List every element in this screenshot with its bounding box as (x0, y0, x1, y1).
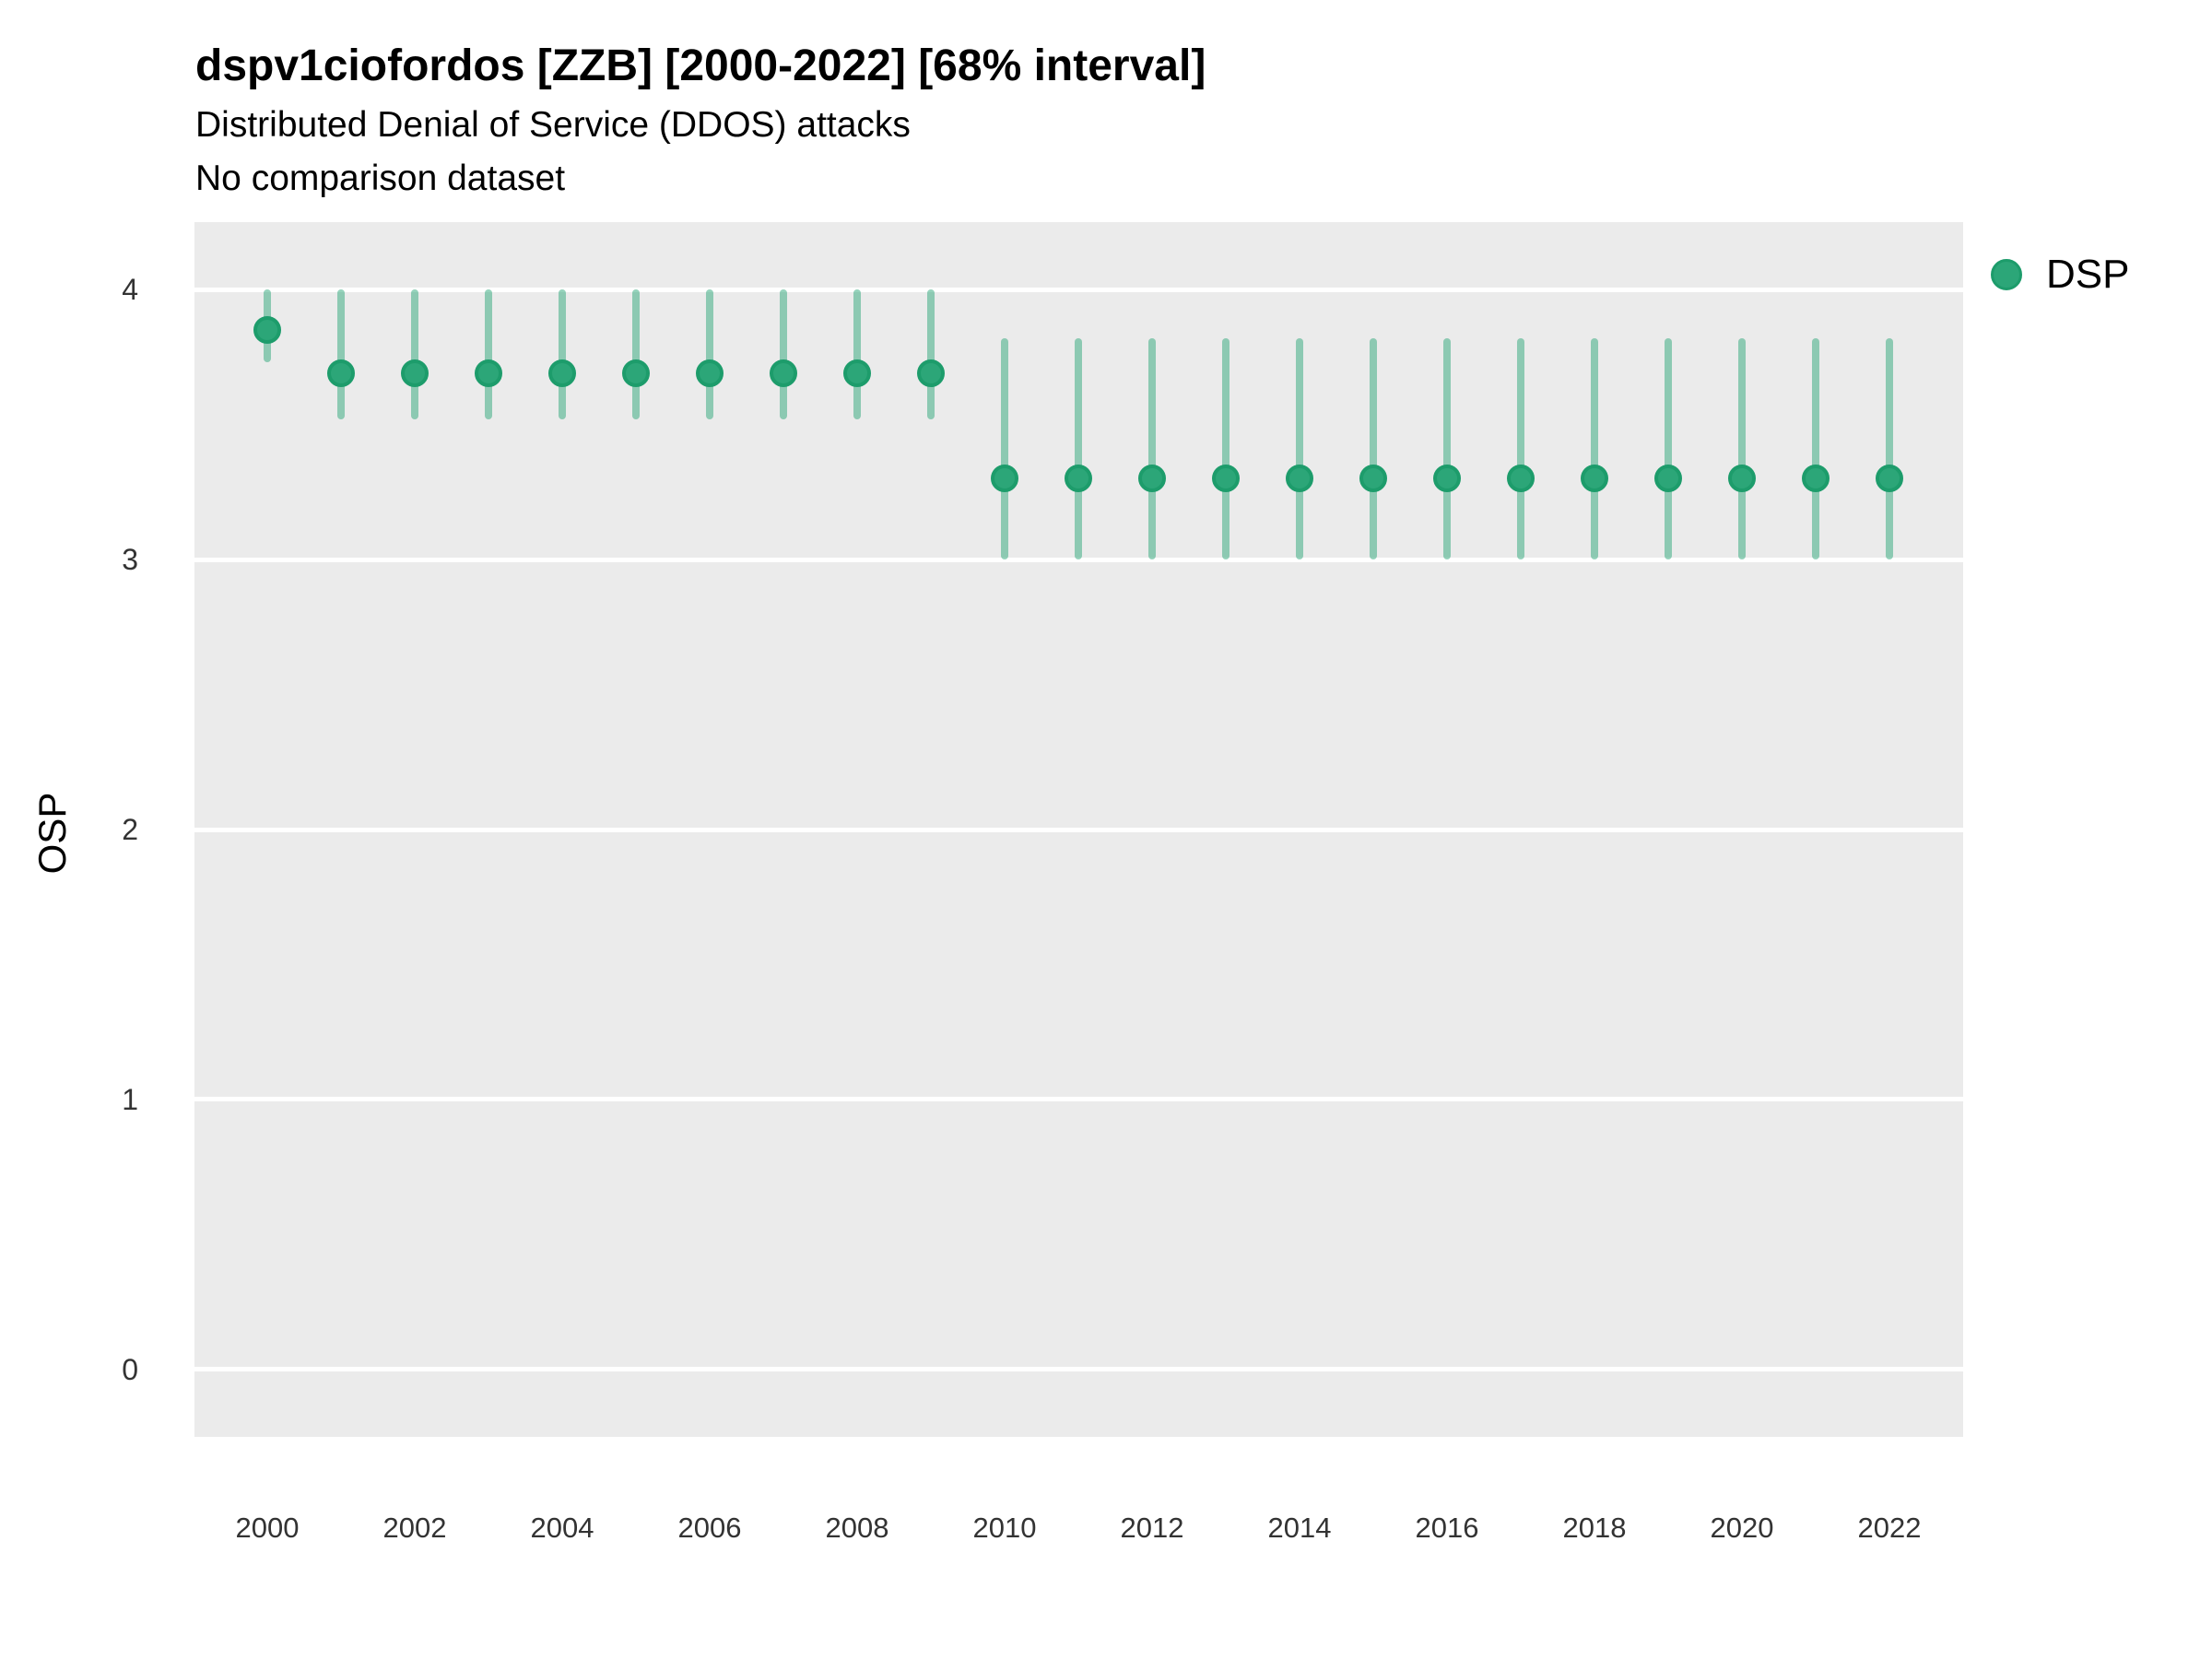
data-point (1876, 465, 1903, 493)
data-point (253, 316, 281, 345)
gridline-y-0 (194, 1367, 1963, 1372)
interval-bar (485, 289, 492, 419)
data-point (475, 359, 502, 388)
data-point (622, 359, 650, 388)
data-point (1728, 465, 1756, 493)
interval-bar (927, 289, 935, 419)
y-tick-label-0: 0 (122, 1352, 138, 1386)
interval-bar (632, 289, 640, 419)
y-tick-label-4: 4 (122, 273, 138, 307)
interval-bar (1148, 337, 1156, 560)
data-point (1507, 465, 1535, 493)
x-tick-label-2004: 2004 (530, 1512, 594, 1544)
x-tick-label-2008: 2008 (825, 1512, 889, 1544)
y-tick-label-2: 2 (122, 813, 138, 846)
interval-bar (337, 289, 345, 419)
interval-bar (706, 289, 713, 419)
data-point (917, 359, 945, 388)
interval-bar (559, 289, 566, 419)
x-tick-label-2014: 2014 (1267, 1512, 1332, 1544)
data-point (1581, 465, 1608, 493)
interval-bar (1517, 337, 1524, 560)
x-tick-label-2012: 2012 (1120, 1512, 1184, 1544)
interval-bar (1591, 337, 1598, 560)
x-tick-label-2002: 2002 (382, 1512, 447, 1544)
gridline-y-2 (194, 827, 1963, 832)
chart-title: dspv1ciofordos [ZZB] [2000-2022] [68% in… (195, 41, 1206, 90)
interval-bar (1886, 337, 1893, 560)
interval-bar (1001, 337, 1008, 560)
data-point (1065, 465, 1092, 493)
x-tick-label-2018: 2018 (1562, 1512, 1627, 1544)
interval-bar (853, 289, 861, 419)
x-tick-label-2010: 2010 (972, 1512, 1037, 1544)
data-point (1654, 465, 1682, 493)
legend: DSP (1991, 254, 2129, 295)
interval-bar (411, 289, 418, 419)
data-point (1286, 465, 1313, 493)
data-point (1359, 465, 1387, 493)
y-tick-label-3: 3 (122, 543, 138, 577)
data-point (327, 359, 355, 388)
interval-bar (1812, 337, 1819, 560)
y-tick-label-1: 1 (122, 1082, 138, 1116)
gridline-y-4 (194, 287, 1963, 292)
gridline-y-3 (194, 557, 1963, 562)
interval-bar (1665, 337, 1672, 560)
x-tick-label-2006: 2006 (677, 1512, 742, 1544)
data-point (843, 359, 871, 388)
data-point (1138, 465, 1166, 493)
data-point (1802, 465, 1830, 493)
interval-bar (1738, 337, 1746, 560)
interval-bar (1370, 337, 1377, 560)
interval-bar (1075, 337, 1082, 560)
data-point (548, 359, 576, 388)
chart-subtitle: Distributed Denial of Service (DDOS) att… (195, 105, 911, 145)
data-point (991, 465, 1018, 493)
x-tick-label-2022: 2022 (1857, 1512, 1922, 1544)
x-tick-label-2016: 2016 (1415, 1512, 1479, 1544)
legend-label: DSP (2046, 252, 2130, 297)
legend-dot-icon (1991, 259, 2022, 290)
interval-bar (1222, 337, 1230, 560)
interval-bar (1296, 337, 1303, 560)
data-point (401, 359, 429, 388)
plot-panel (194, 222, 1963, 1437)
comparison-note: No comparison dataset (195, 159, 566, 198)
gridline-y-1 (194, 1097, 1963, 1102)
interval-bar (1443, 337, 1451, 560)
data-point (1212, 465, 1240, 493)
x-tick-label-2000: 2000 (235, 1512, 300, 1544)
data-point (1433, 465, 1461, 493)
x-tick-label-2020: 2020 (1710, 1512, 1774, 1544)
interval-bar (780, 289, 787, 419)
data-point (770, 359, 797, 388)
data-point (696, 359, 724, 388)
